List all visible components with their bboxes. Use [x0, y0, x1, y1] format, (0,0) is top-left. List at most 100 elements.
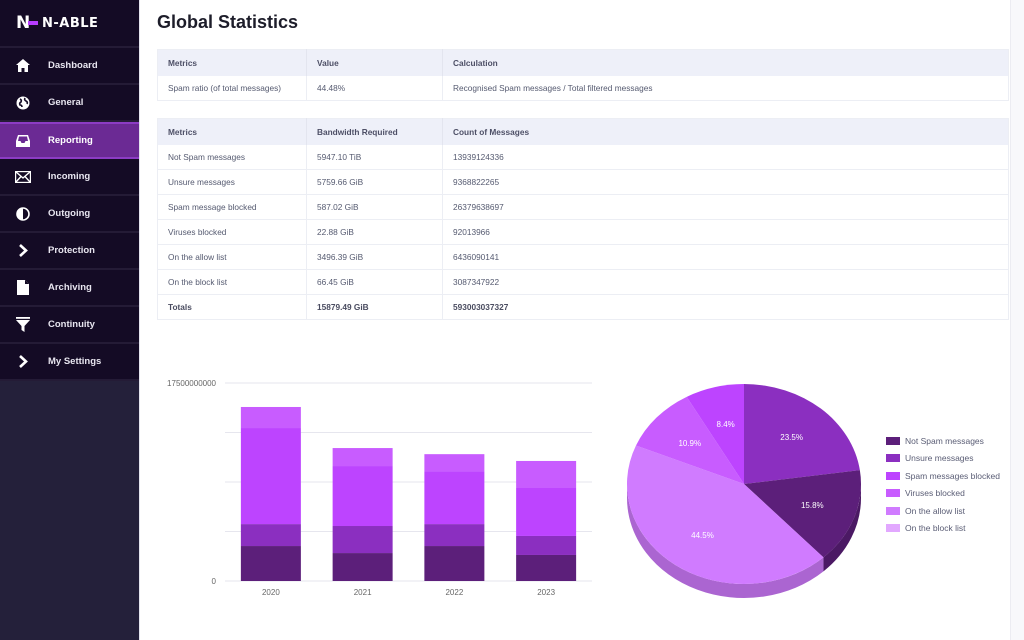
count-cell: 13939124336: [442, 144, 1009, 170]
pie-legend: Not Spam messages Unsure messages Spam mes…: [886, 432, 1000, 537]
count-cell: 26379638697: [442, 194, 1009, 220]
count-cell: 9368822265: [442, 169, 1009, 195]
page-title: Global Statistics: [157, 12, 299, 32]
column-header: Value: [306, 49, 443, 76]
sidebar-item-label: Archiving: [48, 282, 92, 293]
sidebar-item-general[interactable]: General: [0, 85, 139, 122]
brand-logo[interactable]: N N-ABLE: [0, 0, 139, 48]
table-row: Unsure messages 5759.66 GiB 9368822265: [157, 169, 1009, 195]
sidebar-item-label: My Settings: [48, 356, 102, 367]
sidebar-item-label: Dashboard: [48, 60, 98, 71]
sidebar-item-dashboard[interactable]: Dashboard: [0, 48, 139, 85]
x-tick-label: 2022: [445, 588, 463, 597]
bar-segment: [332, 553, 393, 581]
metric-cell: Spam message blocked: [157, 194, 307, 220]
totals-metric-cell: Totals: [157, 294, 307, 320]
pie-slice: [744, 384, 860, 484]
sidebar-nav: N N-ABLE Dashboard General Reporting Incomi…: [0, 0, 139, 381]
pie-slice-label: 10.9%: [678, 439, 701, 448]
calculation-cell: Recognised Spam messages / Total filtere…: [442, 75, 1009, 101]
value-cell: 44.48%: [306, 75, 443, 101]
x-tick-label: 2020: [262, 588, 280, 597]
envelope-icon: [0, 170, 46, 183]
bandwidth-cell: 5759.66 GiB: [306, 169, 443, 195]
column-header: Calculation: [442, 49, 1009, 76]
column-header: Metrics: [157, 49, 307, 76]
sidebar-item-continuity[interactable]: Continuity: [0, 307, 139, 344]
bar-segment: [332, 526, 393, 554]
bar-segment: [424, 471, 485, 525]
legend-label: Spam messages blocked: [905, 470, 1000, 481]
table-row: Not Spam messages 5947.10 TiB 13939124336: [157, 144, 1009, 170]
bar-segment: [332, 466, 393, 527]
logo-icon: N: [16, 15, 38, 32]
metric-cell: Not Spam messages: [157, 144, 307, 170]
y-tick-label: 17500000000: [167, 379, 216, 388]
table-row: Viruses blocked 22.88 GiB 92013966: [157, 219, 1009, 245]
bar-segment: [516, 554, 577, 581]
inbox-icon: [0, 134, 46, 147]
legend-item[interactable]: Spam messages blocked: [886, 467, 1000, 485]
pie-slice-side: [823, 484, 861, 572]
bar-segment: [424, 454, 485, 472]
legend-item[interactable]: On the allow list: [886, 502, 1000, 520]
bandwidth-cell: 22.88 GiB: [306, 219, 443, 245]
bandwidth-cell: 3496.39 GiB: [306, 244, 443, 270]
table-row: On the block list 66.45 GiB 3087347922: [157, 269, 1009, 295]
bar-segment: [516, 487, 577, 536]
sidebar-item-reporting[interactable]: Reporting: [0, 122, 139, 159]
sidebar-item-archiving[interactable]: Archiving: [0, 270, 139, 307]
metric-cell: Unsure messages: [157, 169, 307, 195]
bar-segment: [424, 546, 485, 581]
legend-label: Not Spam messages: [905, 435, 984, 446]
legend-item[interactable]: On the block list: [886, 520, 1000, 538]
totals-row: Totals 15879.49 GiB 593003037327: [157, 294, 1009, 320]
chevron-right-icon: [0, 244, 46, 257]
bar-segment: [332, 448, 393, 467]
scrollbar-track[interactable]: [1010, 0, 1024, 640]
globe-icon: [0, 96, 46, 110]
legend-swatch: [886, 506, 900, 515]
bar-segment: [240, 428, 301, 525]
column-header: Bandwidth Required: [306, 118, 443, 145]
legend-item[interactable]: Viruses blocked: [886, 485, 1000, 503]
metric-cell: Viruses blocked: [157, 219, 307, 245]
pie-slice-label: 8.4%: [717, 420, 735, 429]
count-cell: 3087347922: [442, 269, 1009, 295]
bar-segment: [516, 460, 577, 488]
totals-bandwidth-cell: 15879.49 GiB: [306, 294, 443, 320]
sidebar-item-protection[interactable]: Protection: [0, 233, 139, 270]
main-content: Global Statistics Metrics Value Calculat…: [139, 0, 1024, 640]
brand-name: N-ABLE: [42, 15, 99, 31]
sidebar-item-my-settings[interactable]: My Settings: [0, 344, 139, 381]
totals-count-cell: 593003037327: [442, 294, 1009, 320]
sidebar-item-label: Reporting: [48, 135, 93, 146]
legend-swatch: [886, 454, 900, 463]
legend-item[interactable]: Not Spam messages: [886, 432, 1000, 450]
spam-ratio-table: Metrics Value Calculation Spam ratio (of…: [157, 49, 1009, 101]
bar-segment: [240, 546, 301, 581]
sidebar-item-label: Protection: [48, 245, 95, 256]
pie-slice-label: 15.8%: [801, 501, 824, 510]
x-tick-label: 2021: [354, 588, 372, 597]
bar-segment: [240, 524, 301, 547]
sidebar-item-label: Continuity: [48, 319, 95, 330]
legend-item[interactable]: Unsure messages: [886, 450, 1000, 468]
legend-swatch: [886, 524, 900, 533]
sidebar-item-label: Incoming: [48, 171, 91, 182]
column-header: Metrics: [157, 118, 307, 145]
table-row: On the allow list 3496.39 GiB 6436090141: [157, 244, 1009, 270]
stacked-bar-chart: 0 17500000000 2020 2021 2022 2023: [167, 379, 592, 597]
home-icon: [0, 59, 46, 72]
pie-slice: [686, 384, 744, 484]
table-row: Spam ratio (of total messages) 44.48% Re…: [157, 75, 1009, 101]
pie-slice: [635, 396, 744, 484]
metric-cell: On the allow list: [157, 244, 307, 270]
sidebar-item-outgoing[interactable]: Outgoing: [0, 196, 139, 233]
count-cell: 92013966: [442, 219, 1009, 245]
sidebar-item-label: Outgoing: [48, 208, 91, 219]
sidebar-item-incoming[interactable]: Incoming: [0, 159, 139, 196]
table-header-row: Metrics Value Calculation: [157, 49, 1009, 76]
statistics-table: Metrics Bandwidth Required Count of Mess…: [157, 118, 1009, 320]
metric-cell: Spam ratio (of total messages): [157, 75, 307, 101]
